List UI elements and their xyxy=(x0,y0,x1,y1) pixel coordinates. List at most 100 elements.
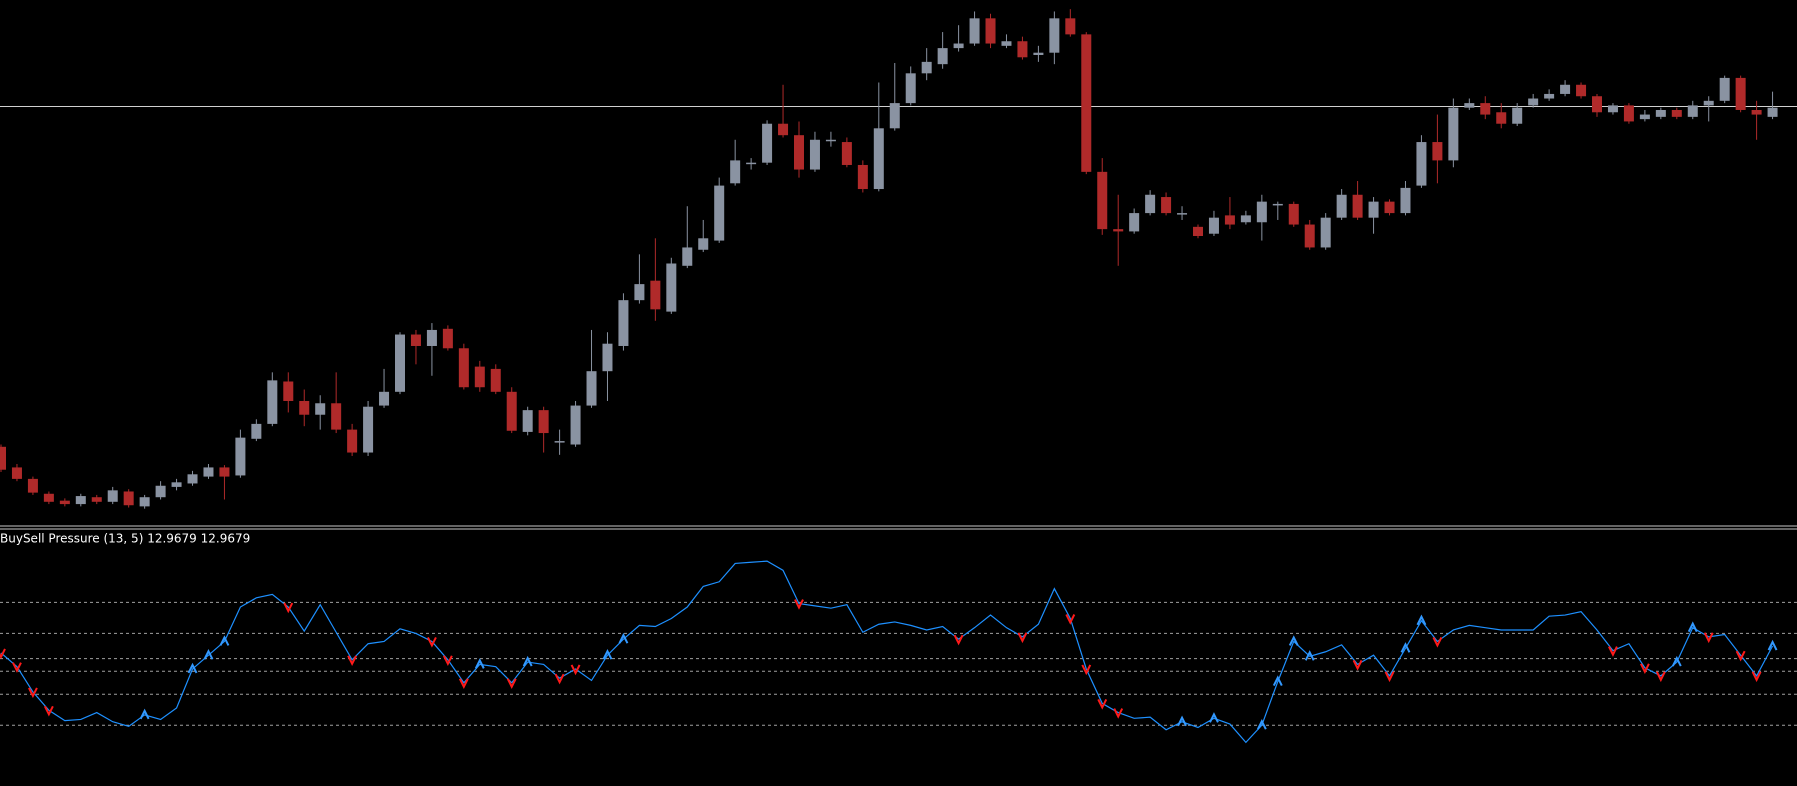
buy-arrow xyxy=(1304,650,1315,661)
candle-body xyxy=(155,485,166,498)
candle-body xyxy=(1001,41,1012,46)
candle-body xyxy=(75,496,86,505)
buy-arrow xyxy=(203,648,214,660)
sell-arrow xyxy=(427,636,437,648)
candle-body xyxy=(123,491,134,506)
candle-body xyxy=(410,334,421,346)
candle-body xyxy=(1033,52,1044,55)
candle-body xyxy=(1639,114,1650,120)
candle-body xyxy=(570,405,581,445)
buy-arrow xyxy=(1272,675,1283,687)
sell-arrow xyxy=(0,648,6,660)
buy-arrow xyxy=(1687,621,1698,633)
candle-body xyxy=(1480,103,1491,115)
buy-arrow xyxy=(1767,639,1778,651)
candle-body xyxy=(43,493,54,502)
candle-body xyxy=(107,490,118,502)
candle-body xyxy=(666,263,677,312)
candle-body xyxy=(1687,105,1698,117)
candle-body xyxy=(794,135,804,170)
candle-body xyxy=(506,391,517,431)
candle-body xyxy=(1049,18,1060,53)
candle-body xyxy=(618,300,629,346)
candle-body xyxy=(602,343,613,372)
sell-arrow xyxy=(1432,636,1443,648)
sell-arrow xyxy=(43,705,54,717)
sell-arrow xyxy=(1352,659,1363,671)
sell-arrow xyxy=(1703,632,1714,644)
candle-body xyxy=(778,123,789,136)
candle-body xyxy=(1113,229,1124,232)
sell-arrow xyxy=(554,673,565,685)
buy-arrow xyxy=(1177,715,1187,727)
candle-body xyxy=(203,467,214,477)
candle-body xyxy=(730,160,741,184)
candle-body xyxy=(1161,197,1172,214)
candle-body xyxy=(1528,98,1539,106)
candle-body xyxy=(746,162,757,165)
indicator-line xyxy=(0,560,1774,744)
buy-arrow xyxy=(522,655,533,667)
sell-arrow xyxy=(1608,646,1618,657)
buy-arrow xyxy=(187,662,198,674)
sell-arrow xyxy=(442,655,453,667)
indicator-title: BuySell Pressure (13, 5) 12.9679 12.9679 xyxy=(0,532,250,546)
candle-body xyxy=(937,48,948,65)
sell-arrow xyxy=(506,678,517,689)
candle-body xyxy=(841,142,852,165)
buy-arrow xyxy=(1400,642,1411,653)
candle-body xyxy=(235,437,246,476)
candle-body xyxy=(1129,213,1140,232)
sell-arrow xyxy=(347,655,358,667)
candle-body xyxy=(1400,187,1411,214)
candle-body xyxy=(1719,77,1730,101)
candle-body xyxy=(1703,100,1714,106)
candle-body xyxy=(953,43,964,49)
candle-body xyxy=(139,497,150,507)
candle-body xyxy=(1017,41,1028,58)
candle-body xyxy=(219,467,230,477)
candle-body xyxy=(889,103,900,129)
candle-body xyxy=(1496,112,1507,124)
candle-body xyxy=(347,429,358,453)
sell-arrow xyxy=(1751,671,1762,683)
candle-body xyxy=(1623,105,1634,122)
candle-body xyxy=(1208,217,1219,234)
candle-body xyxy=(426,329,437,346)
candle-body xyxy=(857,164,868,190)
candle-body xyxy=(1081,34,1092,172)
candle-body xyxy=(1512,107,1523,124)
candle-body xyxy=(395,334,405,392)
candle-body xyxy=(1177,213,1188,215)
candle-body xyxy=(873,128,884,190)
candle-body xyxy=(698,238,709,250)
candle-body xyxy=(171,482,182,487)
buy-arrow xyxy=(139,708,150,720)
buy-arrow xyxy=(618,632,629,644)
candle-body xyxy=(809,139,820,170)
buy-arrow xyxy=(1288,635,1299,646)
candle-body xyxy=(363,406,374,453)
sell-arrow xyxy=(1655,671,1666,683)
sell-arrow xyxy=(1065,614,1076,625)
candle-body xyxy=(59,500,70,505)
candle-body xyxy=(1193,226,1203,237)
buy-arrow xyxy=(474,658,485,669)
candle-body xyxy=(1272,203,1283,206)
candle-body xyxy=(762,123,773,163)
candle-body xyxy=(1224,215,1235,225)
candle-body xyxy=(714,185,725,241)
sell-arrow xyxy=(1113,708,1124,719)
sell-arrow xyxy=(570,664,581,676)
candle-body xyxy=(634,284,645,301)
candle-body xyxy=(1352,194,1363,218)
candle-body xyxy=(27,478,38,493)
candle-body xyxy=(283,381,294,401)
candle-body xyxy=(458,348,469,388)
candle-body xyxy=(1767,107,1778,117)
candle-body xyxy=(1256,201,1267,223)
candle-body xyxy=(187,474,198,484)
buy-arrow xyxy=(1671,655,1682,667)
buy-arrow xyxy=(1209,712,1219,723)
